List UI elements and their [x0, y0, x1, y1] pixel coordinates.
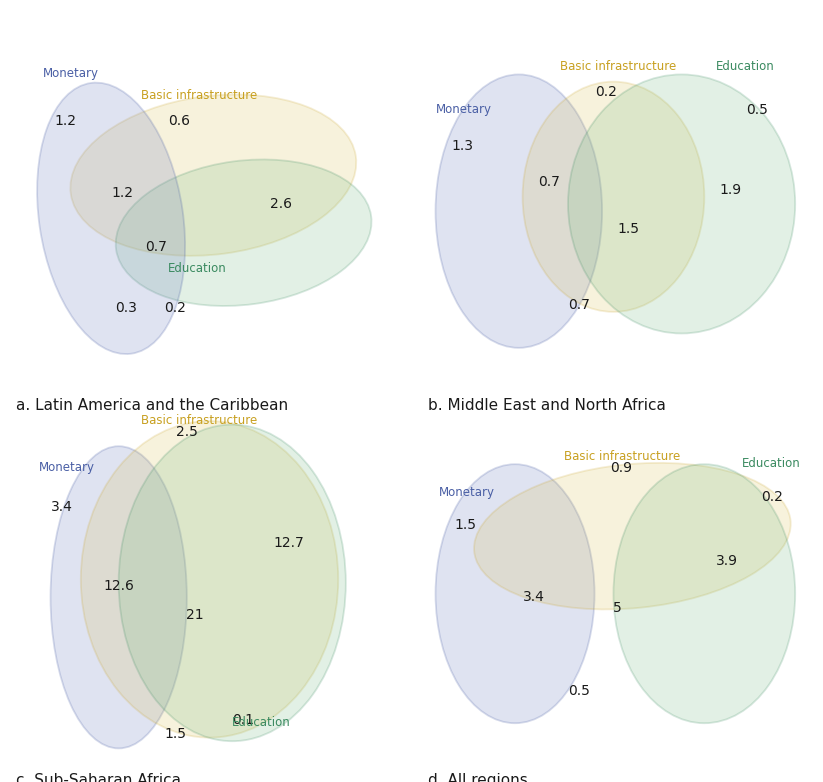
Text: Monetary: Monetary [43, 67, 99, 81]
Text: 0.5: 0.5 [569, 683, 590, 698]
Ellipse shape [116, 160, 371, 306]
Text: 0.7: 0.7 [569, 298, 590, 312]
Text: 1.2: 1.2 [54, 114, 77, 128]
Text: a. Latin America and the Caribbean: a. Latin America and the Caribbean [16, 397, 289, 413]
Ellipse shape [474, 463, 791, 609]
Text: 3.4: 3.4 [51, 500, 72, 515]
Text: 3.4: 3.4 [523, 590, 545, 604]
Text: 1.5: 1.5 [455, 518, 477, 533]
Ellipse shape [568, 74, 795, 333]
Text: 0.2: 0.2 [165, 301, 186, 315]
Text: 0.3: 0.3 [115, 301, 137, 315]
Text: Education: Education [742, 457, 801, 470]
Ellipse shape [81, 421, 338, 737]
Text: 0.2: 0.2 [761, 490, 783, 504]
Text: Monetary: Monetary [435, 103, 491, 117]
Text: Basic infrastructure: Basic infrastructure [565, 450, 681, 463]
Text: 0.6: 0.6 [168, 114, 190, 128]
Ellipse shape [523, 81, 704, 312]
Text: 1.5: 1.5 [617, 222, 639, 236]
Text: 0.2: 0.2 [595, 85, 616, 99]
Ellipse shape [37, 83, 185, 354]
Text: 0.7: 0.7 [146, 240, 167, 254]
Text: 1.3: 1.3 [451, 139, 473, 153]
Text: 5: 5 [613, 601, 621, 615]
Text: Education: Education [168, 261, 226, 274]
Text: Basic infrastructure: Basic infrastructure [142, 414, 258, 427]
Text: 0.1: 0.1 [233, 712, 254, 726]
Text: 21: 21 [185, 608, 203, 622]
Text: Basic infrastructure: Basic infrastructure [142, 89, 258, 102]
Text: Basic infrastructure: Basic infrastructure [560, 60, 677, 73]
Text: c. Sub-Saharan Africa: c. Sub-Saharan Africa [16, 773, 181, 782]
Text: 2.5: 2.5 [176, 425, 198, 439]
Text: b. Middle East and North Africa: b. Middle East and North Africa [428, 397, 666, 413]
Text: 1.5: 1.5 [165, 727, 187, 741]
Text: 12.6: 12.6 [103, 579, 134, 594]
Text: Monetary: Monetary [40, 461, 95, 474]
Text: 1.9: 1.9 [720, 182, 742, 196]
Text: 0.5: 0.5 [746, 103, 768, 117]
Ellipse shape [435, 74, 602, 348]
Text: Education: Education [716, 60, 774, 73]
Text: 0.7: 0.7 [538, 175, 560, 189]
Ellipse shape [119, 425, 346, 741]
Text: 2.6: 2.6 [271, 197, 292, 211]
Ellipse shape [50, 447, 187, 748]
Ellipse shape [435, 465, 594, 723]
Ellipse shape [71, 95, 356, 256]
Text: Education: Education [232, 716, 291, 729]
Text: 1.2: 1.2 [111, 186, 133, 200]
Text: d. All regions: d. All regions [428, 773, 528, 782]
Text: Monetary: Monetary [439, 486, 495, 499]
Text: 12.7: 12.7 [274, 536, 305, 551]
Text: 3.9: 3.9 [716, 554, 738, 569]
Text: 0.9: 0.9 [610, 461, 632, 475]
Ellipse shape [613, 465, 795, 723]
